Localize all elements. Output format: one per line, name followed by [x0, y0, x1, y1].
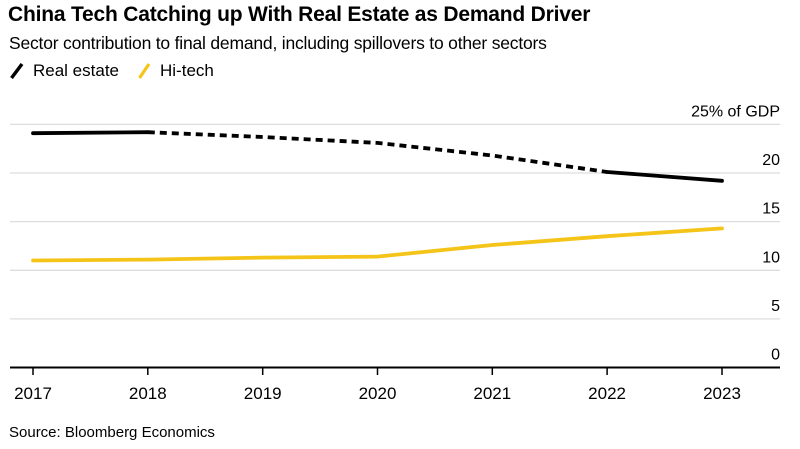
hi-tech-slash-icon	[138, 63, 151, 79]
x-tick-label-2019: 2019	[244, 384, 282, 403]
legend-label-real-estate: Real estate	[33, 61, 119, 80]
legend: Real estate Hi-tech	[9, 61, 214, 81]
chart-subtitle: Sector contribution to final demand, inc…	[9, 33, 547, 53]
real-estate-line-solid	[31, 130, 150, 136]
x-tick-label-2022: 2022	[588, 384, 626, 403]
hi-tech-line-solid	[31, 226, 724, 263]
legend-item-hi-tech: Hi-tech	[137, 61, 214, 81]
real-estate-line-solid	[605, 170, 724, 183]
legend-label-hi-tech: Hi-tech	[160, 61, 214, 80]
x-tick-label-2018: 2018	[129, 384, 167, 403]
y-tick-label-15: 15	[762, 201, 780, 218]
legend-item-real-estate: Real estate	[9, 61, 119, 81]
real-estate-line-dashed	[147, 130, 608, 174]
y-tick-label-20: 20	[762, 152, 780, 169]
line-chart: 2017 2018 2019 2020 2021 2022 2023 20 15 10 5 0 25% …	[10, 103, 780, 403]
real-estate-slash-stroke	[10, 62, 24, 80]
x-tick-label-2017: 2017	[14, 384, 52, 403]
real-estate-slash-icon	[10, 62, 24, 80]
y-tick-label-10: 10	[762, 249, 780, 266]
y-axis-header: 25% of GDP	[691, 103, 780, 120]
chart-title: China Tech Catching up With Real Estate …	[8, 3, 591, 26]
x-tick-label-2020: 2020	[359, 384, 397, 403]
source-note: Source: Bloomberg Economics	[9, 424, 215, 441]
y-tick-label-5: 5	[771, 298, 780, 315]
x-tick-label-2023: 2023	[703, 384, 741, 403]
x-tick-label-2021: 2021	[473, 384, 511, 403]
hi-tech-slash-stroke	[138, 63, 151, 79]
y-tick-label-0: 0	[771, 347, 780, 364]
